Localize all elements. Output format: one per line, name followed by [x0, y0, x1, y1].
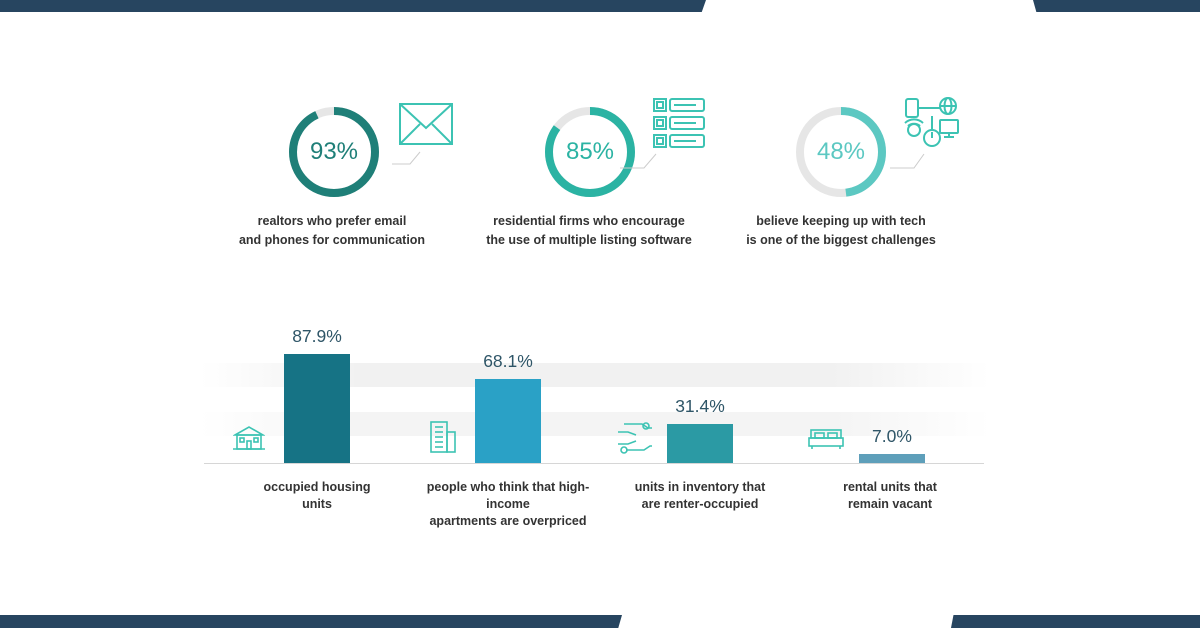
category-label-line: remain vacant: [847, 497, 933, 511]
stat-value: 85%: [565, 138, 615, 165]
house-icon: [233, 426, 265, 450]
tech-devices-icon: [890, 97, 959, 169]
stat-value: 93%: [309, 138, 359, 165]
stat-caption: residential firms who encourage the use …: [459, 212, 719, 250]
bar-value-label: 68.1%: [483, 350, 533, 371]
category-label: occupied housing units: [217, 479, 417, 513]
caption-line-1: believe keeping up with tech: [756, 214, 926, 228]
bar: [284, 354, 350, 463]
bed-icon: [808, 429, 844, 449]
category-label-line: units: [302, 497, 332, 511]
chart-baseline: [204, 463, 984, 464]
category-label: rental units that remain vacant: [790, 479, 990, 513]
bar: [667, 424, 733, 463]
caption-line-1: residential firms who encourage: [493, 214, 685, 228]
category-label: units in inventory that are renter-occup…: [600, 479, 800, 513]
top-band-right: [1033, 0, 1200, 12]
bar-value-label: 87.9%: [292, 326, 342, 346]
category-label-line: rental units that: [843, 480, 937, 494]
caption-line-1: realtors who prefer email: [257, 214, 407, 228]
hand-key-icon: [618, 422, 652, 454]
bar: [475, 378, 541, 463]
bar-value-label: 31.4%: [675, 396, 725, 417]
bar: [859, 454, 925, 463]
caption-line-2: the use of multiple listing software: [486, 233, 692, 247]
ring-progress-arc: [289, 107, 379, 197]
envelope-icon: [392, 103, 453, 165]
stat-caption: believe keeping up with tech is one of t…: [711, 212, 971, 250]
category-label-line: are renter-occupied: [641, 497, 759, 511]
caption-line-2: is one of the biggest challenges: [746, 233, 936, 247]
stat-caption: realtors who prefer email and phones for…: [202, 212, 462, 250]
progress-ring: [545, 107, 635, 197]
progress-ring: [289, 107, 379, 197]
bar-value-label: 7.0%: [872, 426, 912, 447]
stat-value: 48%: [816, 138, 866, 165]
bottom-band-right: [951, 615, 1200, 628]
caption-line-2: and phones for communication: [238, 233, 426, 247]
bottom-band-left: [0, 615, 622, 628]
apartment-building-icon: [430, 421, 456, 453]
progress-ring: [796, 107, 886, 197]
category-label-line: occupied housing: [263, 480, 371, 494]
ring-progress-arc: [545, 107, 635, 197]
category-label-line: people who think that high-income: [426, 480, 590, 511]
category-label-line: units in inventory that: [634, 480, 766, 494]
top-band-left: [0, 0, 706, 12]
ring-progress-arc: [796, 107, 886, 197]
listing-grid-icon: [620, 98, 705, 169]
category-label-line: apartments are overpriced: [429, 514, 587, 528]
category-label: people who think that high-income apartm…: [408, 479, 608, 530]
